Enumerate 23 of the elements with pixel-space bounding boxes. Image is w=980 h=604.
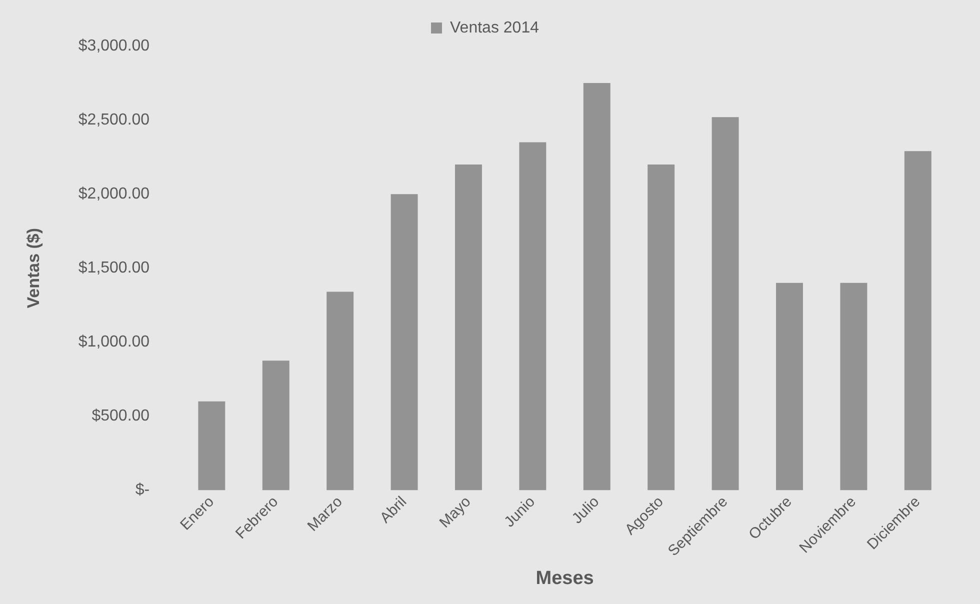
- bar: [198, 401, 226, 490]
- x-tick-label: Julio: [568, 493, 603, 528]
- bar: [262, 360, 290, 490]
- legend-label: Ventas 2014: [450, 19, 540, 36]
- y-axis-title: Ventas ($): [24, 228, 43, 308]
- bar: [326, 292, 354, 490]
- bar: [519, 142, 546, 490]
- y-tick-label: $2,000.00: [78, 185, 150, 202]
- bar: [648, 164, 675, 490]
- bar: [455, 164, 482, 490]
- bar: [904, 151, 932, 490]
- bar: [712, 117, 739, 490]
- y-tick-label: $3,000.00: [78, 37, 150, 54]
- y-tick-label: $2,500.00: [78, 111, 150, 128]
- bar: [840, 282, 868, 490]
- y-tick-label: $1,000.00: [78, 334, 150, 351]
- y-tick-label: $1,500.00: [78, 260, 150, 277]
- bar: [390, 194, 418, 490]
- bar: [776, 282, 803, 490]
- bar: [583, 83, 610, 490]
- x-axis-title: Meses: [536, 568, 594, 589]
- y-tick-label: $-: [135, 482, 150, 499]
- y-tick-label: $500.00: [92, 408, 150, 425]
